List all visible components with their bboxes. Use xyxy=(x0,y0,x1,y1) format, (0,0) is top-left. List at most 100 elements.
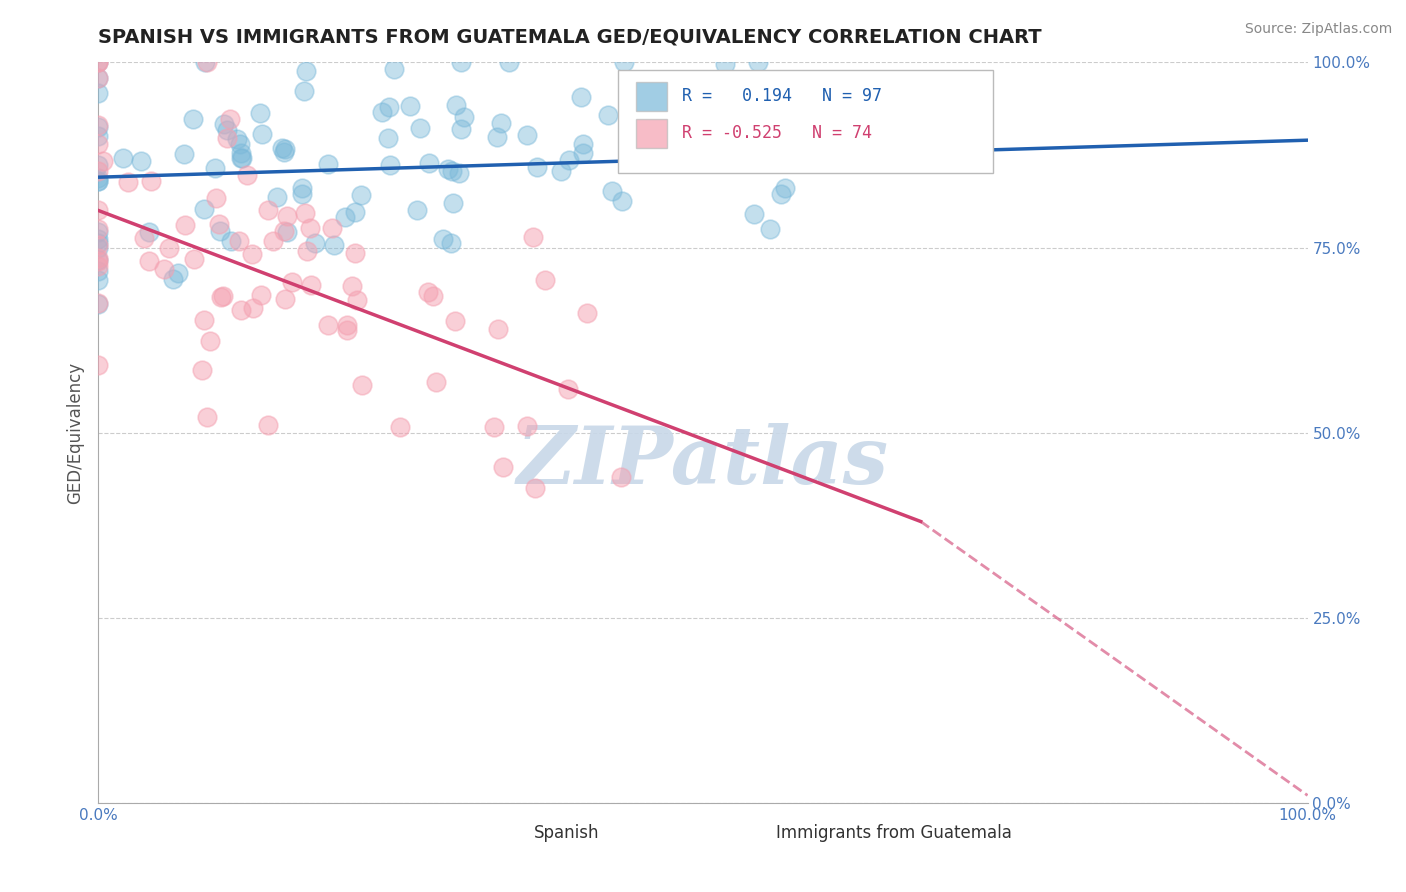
Text: R =   0.194   N = 97: R = 0.194 N = 97 xyxy=(682,87,883,104)
Point xyxy=(87,253,110,268)
Point xyxy=(440,164,463,178)
Point xyxy=(157,241,180,255)
Point xyxy=(526,160,548,174)
Point xyxy=(557,153,579,167)
Point xyxy=(87,87,110,101)
Point xyxy=(409,120,432,135)
Point xyxy=(388,420,411,434)
Point xyxy=(87,297,110,311)
Point xyxy=(231,151,253,165)
Point xyxy=(610,470,633,484)
Point xyxy=(87,222,110,236)
Point xyxy=(87,70,110,85)
Point xyxy=(166,266,188,280)
Point xyxy=(276,209,298,223)
Point xyxy=(274,292,297,306)
Point xyxy=(432,231,454,245)
Point xyxy=(714,56,737,70)
FancyBboxPatch shape xyxy=(637,82,666,111)
Point xyxy=(627,115,650,129)
Point xyxy=(350,188,373,202)
Point xyxy=(87,241,110,255)
Point xyxy=(87,55,110,70)
Point xyxy=(208,224,231,238)
Point xyxy=(534,273,557,287)
Point xyxy=(758,222,780,236)
Point xyxy=(87,235,110,250)
Point xyxy=(316,318,339,333)
Point xyxy=(399,99,422,113)
Point xyxy=(380,158,402,172)
Point xyxy=(482,419,505,434)
Point xyxy=(441,196,464,211)
Point xyxy=(249,105,271,120)
Point xyxy=(228,234,250,248)
Point xyxy=(87,70,110,85)
Point xyxy=(228,136,250,151)
Point xyxy=(322,237,344,252)
Point xyxy=(193,313,215,327)
Point xyxy=(250,128,273,142)
Point xyxy=(769,186,792,201)
Point xyxy=(352,378,374,392)
Point xyxy=(297,244,319,259)
Point xyxy=(762,145,785,160)
Point xyxy=(340,279,363,293)
Point xyxy=(87,263,110,277)
Point xyxy=(257,417,280,432)
Point xyxy=(173,147,195,161)
Point xyxy=(620,75,643,89)
Point xyxy=(229,302,252,317)
Point xyxy=(231,152,253,166)
Point xyxy=(87,203,110,218)
Point xyxy=(747,55,769,70)
Point xyxy=(336,318,359,332)
Point xyxy=(450,122,472,136)
Point xyxy=(422,289,444,303)
Point xyxy=(256,203,278,218)
Text: R = -0.525   N = 74: R = -0.525 N = 74 xyxy=(682,124,873,142)
Point xyxy=(492,460,515,475)
Point xyxy=(418,156,440,170)
Point xyxy=(291,186,314,201)
Point xyxy=(87,55,110,70)
Text: ZIPatlas: ZIPatlas xyxy=(517,424,889,501)
Point xyxy=(440,235,463,250)
Point xyxy=(87,358,110,372)
Point xyxy=(335,210,357,224)
Point xyxy=(489,115,512,129)
Point xyxy=(335,323,357,337)
Point xyxy=(371,104,394,119)
Point xyxy=(91,154,114,169)
Point xyxy=(197,410,219,425)
Point xyxy=(212,117,235,131)
Point xyxy=(444,314,467,328)
FancyBboxPatch shape xyxy=(498,822,524,844)
Point xyxy=(195,55,218,70)
Point xyxy=(87,120,110,135)
Y-axis label: GED/Equivalency: GED/Equivalency xyxy=(66,361,84,504)
Point xyxy=(449,166,471,180)
Point xyxy=(266,190,288,204)
Point xyxy=(87,273,110,287)
Point xyxy=(226,132,249,146)
Point xyxy=(87,158,110,172)
Point xyxy=(208,218,231,232)
Point xyxy=(87,128,110,143)
Point xyxy=(846,118,869,132)
Point xyxy=(87,225,110,239)
Point xyxy=(773,181,796,195)
Point xyxy=(346,293,368,307)
Point xyxy=(215,131,238,145)
Point xyxy=(416,285,439,300)
Point xyxy=(194,55,217,70)
Point xyxy=(634,120,657,135)
Point xyxy=(744,207,766,221)
Point xyxy=(498,55,520,70)
Point xyxy=(304,236,326,251)
Point xyxy=(215,123,238,137)
Point xyxy=(138,253,160,268)
Point xyxy=(377,131,399,145)
Point xyxy=(295,63,318,78)
Point xyxy=(610,194,633,209)
